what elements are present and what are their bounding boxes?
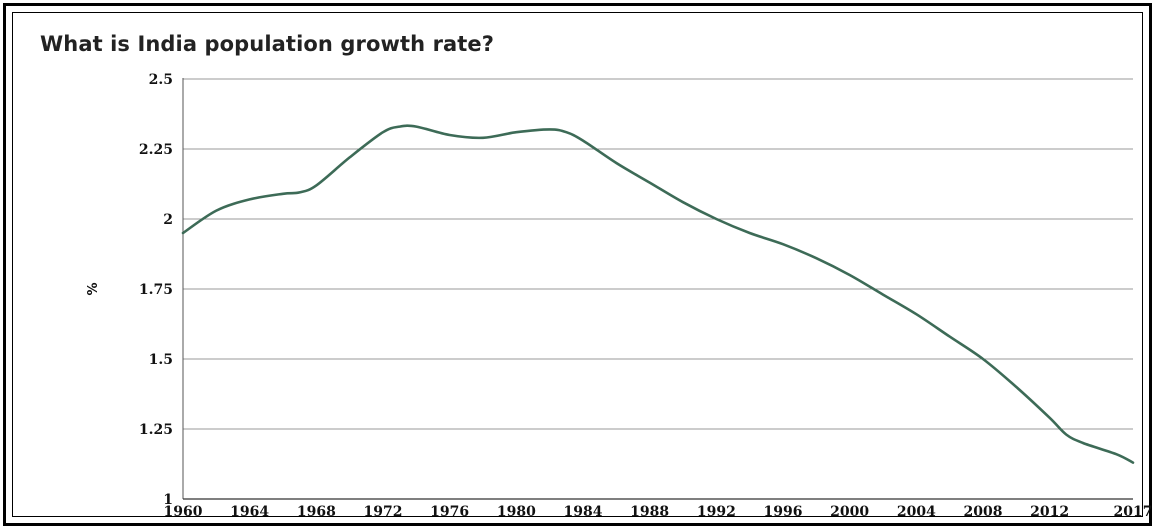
x-tick-label: 1992 — [697, 504, 736, 520]
x-tick-label: 1980 — [497, 504, 536, 520]
x-tick-label: 1960 — [164, 504, 203, 520]
y-tick-label: 1.75 — [139, 282, 173, 298]
y-tick-label: 1.25 — [139, 422, 173, 438]
x-tick-label: 2004 — [897, 504, 936, 520]
y-tick-label: 2 — [163, 212, 173, 228]
axes — [182, 78, 1133, 500]
y-axis-label: % — [86, 282, 101, 295]
x-tick-label: 1972 — [364, 504, 403, 520]
series-lines — [181, 124, 1135, 464]
chart-title: What is India population growth rate? — [40, 32, 495, 56]
x-tick-label: 1968 — [297, 504, 336, 520]
x-tick-label: 2000 — [830, 504, 869, 520]
y-tick-labels: 1 1.25 1.5 1.75 2 2.25 2.5 — [139, 72, 173, 508]
y-tick-label: 2.25 — [139, 142, 173, 158]
x-tick-label: 1996 — [764, 504, 803, 520]
x-tick-label: 1984 — [564, 504, 603, 520]
x-tick-label: 1976 — [430, 504, 469, 520]
x-tick-label: 2012 — [1030, 504, 1069, 520]
x-tick-label: 1988 — [630, 504, 669, 520]
x-tick-label: 1964 — [230, 504, 269, 520]
y-tick-label: 2.5 — [149, 72, 173, 88]
chart-inner-border — [12, 12, 1143, 517]
series-line — [181, 124, 1135, 464]
y-tick-label: 1.5 — [149, 352, 173, 368]
gridlines — [183, 78, 1133, 500]
x-tick-label: 2017 — [1114, 504, 1153, 520]
x-tick-labels: 1960 1964 1968 1972 1976 1980 1984 1988 1992 1996… — [164, 504, 1153, 520]
y-tick-label: 1 — [163, 492, 173, 508]
x-tick-label: 2008 — [964, 504, 1003, 520]
chart-frame — [3, 3, 1152, 526]
